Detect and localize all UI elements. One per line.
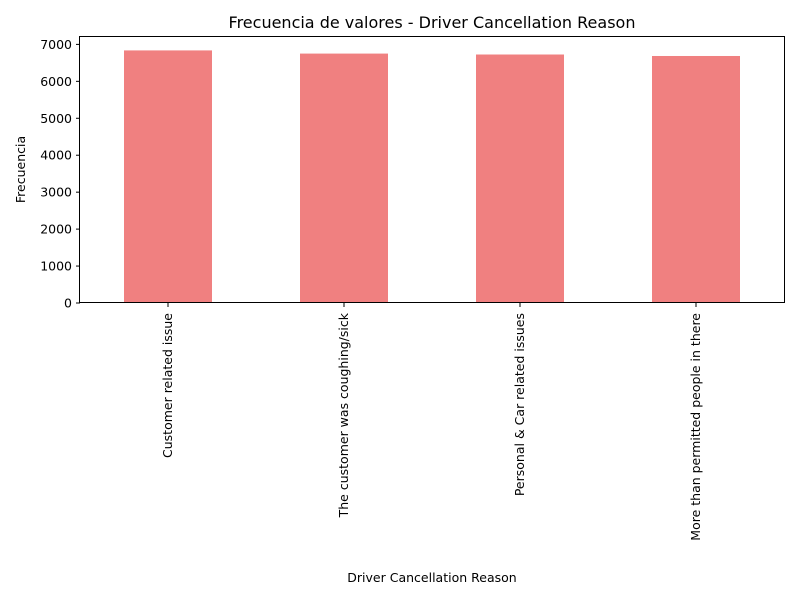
bars-group [124, 50, 740, 304]
bar-4 [652, 55, 740, 304]
x-axis-label: Driver Cancellation Reason [347, 570, 516, 585]
bar-2 [300, 53, 388, 303]
y-tick-label-3000: 3000 [40, 185, 72, 200]
x-tick-label-3: Personal & Car related issues [512, 313, 527, 496]
x-tick-label-4: More than permitted people in there [688, 313, 703, 541]
bar-1 [124, 50, 212, 304]
x-tick-label-1: Customer related issue [160, 313, 175, 458]
chart-title: Frecuencia de valores - Driver Cancellat… [229, 13, 636, 32]
y-axis-label: Frecuencia [13, 136, 28, 203]
y-tick-label-4000: 4000 [40, 148, 72, 163]
y-tick-label-5000: 5000 [40, 111, 72, 126]
y-tick-label-1000: 1000 [40, 259, 72, 274]
x-axis: Customer related issue The customer was c… [160, 303, 703, 541]
y-tick-label-7000: 7000 [40, 37, 72, 52]
x-tick-label-2: The customer was coughing/sick [336, 312, 351, 518]
y-tick-label-6000: 6000 [40, 74, 72, 89]
y-axis: 0 1000 2000 3000 4000 5000 6000 7000 [40, 37, 80, 311]
plot-frame [79, 36, 785, 303]
y-tick-label-2000: 2000 [40, 222, 72, 237]
y-tick-label-0: 0 [64, 296, 72, 311]
bar-3 [476, 54, 564, 304]
